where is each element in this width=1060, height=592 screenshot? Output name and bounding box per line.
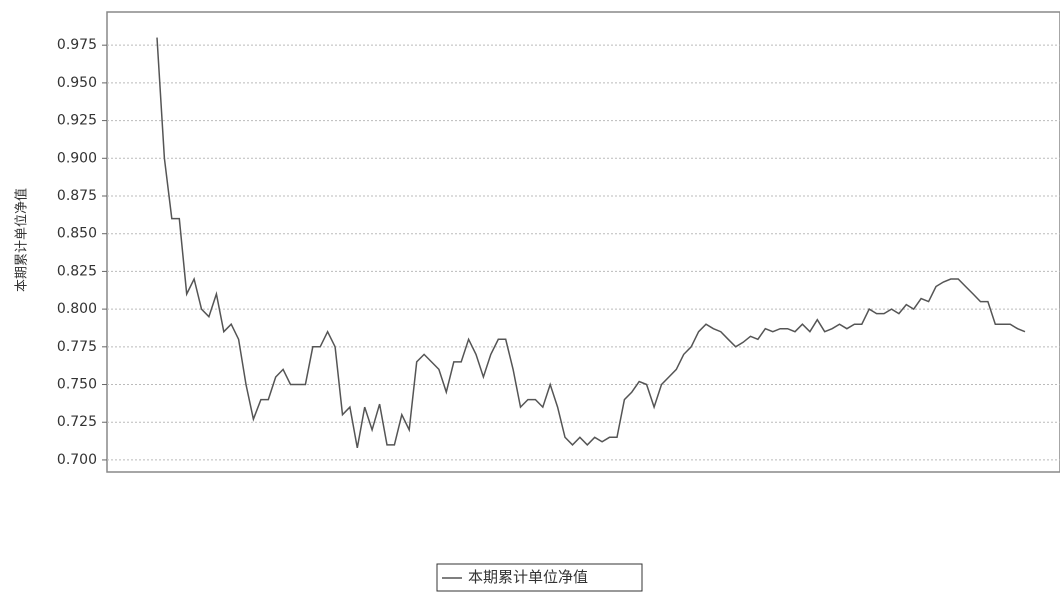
series-line xyxy=(156,37,1026,449)
y-tick-label: 0.775 xyxy=(57,339,97,355)
y-tick-label: 0.925 xyxy=(57,113,97,129)
plot-frame xyxy=(106,11,1060,473)
y-axis-label: 本期累计单位净值 xyxy=(14,188,30,292)
y-tick-label: 0.975 xyxy=(57,37,97,53)
y-tick-label: 0.825 xyxy=(57,263,97,279)
y-tick-label: 0.700 xyxy=(57,452,97,468)
y-tick-label: 0.750 xyxy=(57,377,97,393)
y-tick-label: 0.850 xyxy=(57,226,97,242)
legend-box xyxy=(436,563,643,592)
y-tick-label: 0.950 xyxy=(57,75,97,91)
legend-label: 本期累计单位净值 xyxy=(468,568,588,586)
y-tick-label: 0.900 xyxy=(57,150,97,166)
y-tick-label: 0.725 xyxy=(57,414,97,430)
y-tick-label: 0.800 xyxy=(57,301,97,317)
y-tick-label: 0.875 xyxy=(57,188,97,204)
